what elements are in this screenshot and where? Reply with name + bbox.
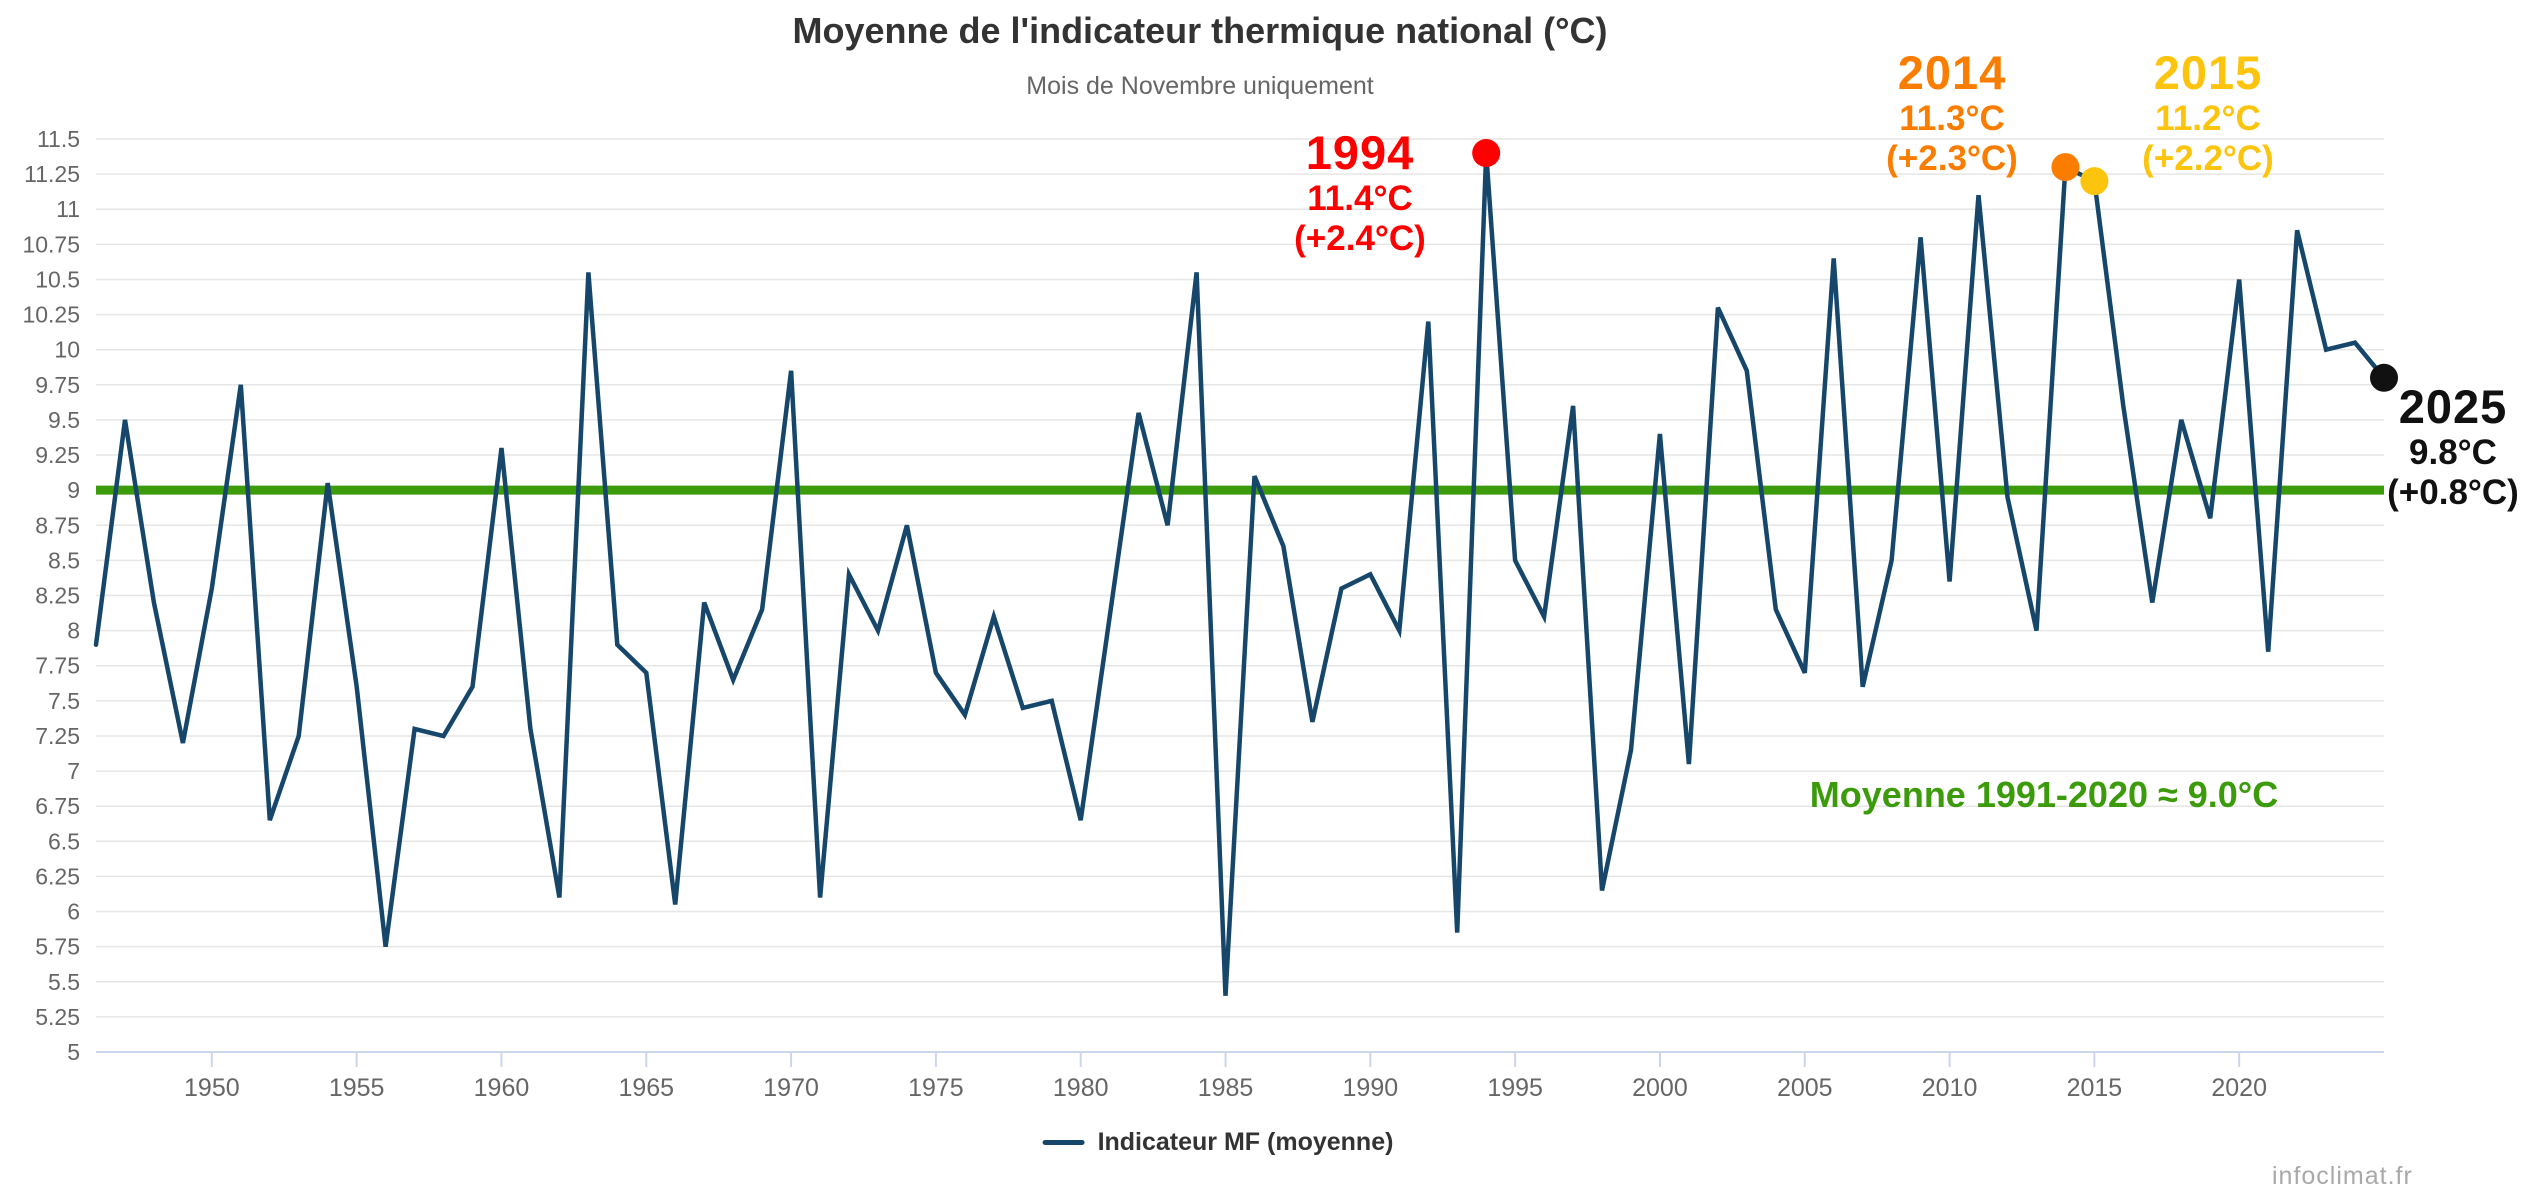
annotation-mean-1991-2020: Moyenne 1991-2020 ≈ 9.0°C — [1809, 774, 2279, 815]
x-axis-label: 1990 — [1343, 1074, 1399, 1102]
y-axis-label: 9 — [67, 477, 80, 503]
legend-item-indicateur-mf[interactable]: Indicateur MF (moyenne) — [1042, 1128, 1394, 1157]
marker-dot-2015[interactable] — [2080, 167, 2109, 196]
annotation-2014-year: 2014 — [1897, 46, 2007, 99]
y-axis-label: 9.25 — [35, 442, 80, 468]
y-axis-label: 6.25 — [35, 863, 80, 889]
y-axis-label: 11.25 — [24, 161, 80, 187]
annotation-1994-temp: 11.4°C — [1307, 179, 1413, 219]
x-axis-label: 1950 — [184, 1074, 240, 1102]
chart-title: Moyenne de l'indicateur thermique nation… — [792, 10, 1608, 51]
y-axis-label: 5.75 — [35, 934, 80, 960]
y-axis-label: 7 — [67, 758, 80, 784]
y-axis-label: 8 — [67, 618, 80, 644]
y-axis-label: 8.75 — [35, 512, 80, 538]
y-axis-label: 10 — [54, 337, 80, 363]
y-axis-label: 10.75 — [22, 231, 80, 257]
x-axis-label: 2015 — [2067, 1074, 2123, 1102]
legend-line-swatch — [1042, 1140, 1085, 1145]
marker-dot-2014[interactable] — [2051, 153, 2080, 182]
x-axis-label: 1975 — [908, 1074, 964, 1102]
y-axis-label: 7.5 — [48, 688, 80, 714]
x-axis-label: 1965 — [618, 1074, 674, 1102]
annotation-2025: 2025 9.8°C (+0.8°C) — [2387, 380, 2519, 512]
marker-dot-2025[interactable] — [2370, 363, 2398, 392]
series-indicateur-mf-line[interactable] — [93, 152, 2387, 996]
x-axis-label: 1995 — [1487, 1074, 1543, 1102]
y-axis-label: 6.75 — [35, 793, 80, 819]
y-axis-label: 8.25 — [35, 583, 80, 609]
x-axis-label: 1985 — [1198, 1074, 1254, 1102]
y-axis-label: 10.5 — [35, 266, 80, 292]
annotation-2015-delta: (+2.2°C) — [2142, 138, 2274, 178]
y-axis-label: 6 — [67, 899, 80, 925]
x-axis-label: 2000 — [1632, 1074, 1688, 1102]
x-axis-label: 1970 — [763, 1074, 819, 1102]
annotation-2025-temp: 9.8°C — [2409, 433, 2497, 473]
annotation-2015-temp: 11.2°C — [2155, 99, 2261, 139]
y-axis-label: 9.75 — [35, 372, 80, 398]
y-axis-label: 6.5 — [48, 828, 80, 854]
annotation-2015: 2015 11.2°C (+2.2°C) — [2142, 46, 2274, 178]
x-axis-label: 1980 — [1053, 1074, 1109, 1102]
annotation-1994-delta: (+2.4°C) — [1294, 218, 1426, 258]
y-axis-label: 5.25 — [35, 1004, 80, 1030]
y-axis-label: 5 — [67, 1039, 80, 1065]
x-axis-label: 2020 — [2211, 1074, 2267, 1102]
watermark-infoclimat: infoclimat.fr — [2272, 1162, 2413, 1190]
y-axis-label: 11 — [56, 196, 80, 222]
annotation-2025-delta: (+0.8°C) — [2387, 472, 2519, 512]
x-axis-label: 1955 — [329, 1074, 385, 1102]
legend-label: Indicateur MF (moyenne) — [1097, 1128, 1394, 1156]
chart-subtitle: Mois de Novembre uniquement — [1026, 72, 1374, 100]
y-axis-label: 11.5 — [37, 126, 80, 152]
x-axis-label: 2005 — [1777, 1074, 1833, 1102]
annotation-1994-year: 1994 — [1305, 126, 1415, 179]
y-axis-label: 8.5 — [48, 547, 80, 573]
x-axis-label: 2010 — [1922, 1074, 1978, 1102]
annotation-2014-temp: 11.3°C — [1899, 99, 2005, 139]
annotation-2014-delta: (+2.3°C) — [1886, 138, 2018, 178]
x-axis-label: 1960 — [474, 1074, 530, 1102]
marker-dot-1994[interactable] — [1472, 139, 1501, 168]
annotation-2025-year: 2025 — [2398, 380, 2508, 433]
annotation-2014: 2014 11.3°C (+2.3°C) — [1886, 46, 2018, 178]
annotation-1994: 1994 11.4°C (+2.4°C) — [1294, 126, 1426, 258]
y-axis-label: 5.5 — [48, 969, 80, 995]
y-axis-label: 10.25 — [22, 302, 80, 328]
y-axis-label: 7.75 — [35, 653, 80, 679]
y-axis-label: 7.25 — [35, 723, 80, 749]
annotation-2015-year: 2015 — [2153, 46, 2263, 99]
y-axis-label: 9.5 — [48, 407, 80, 433]
